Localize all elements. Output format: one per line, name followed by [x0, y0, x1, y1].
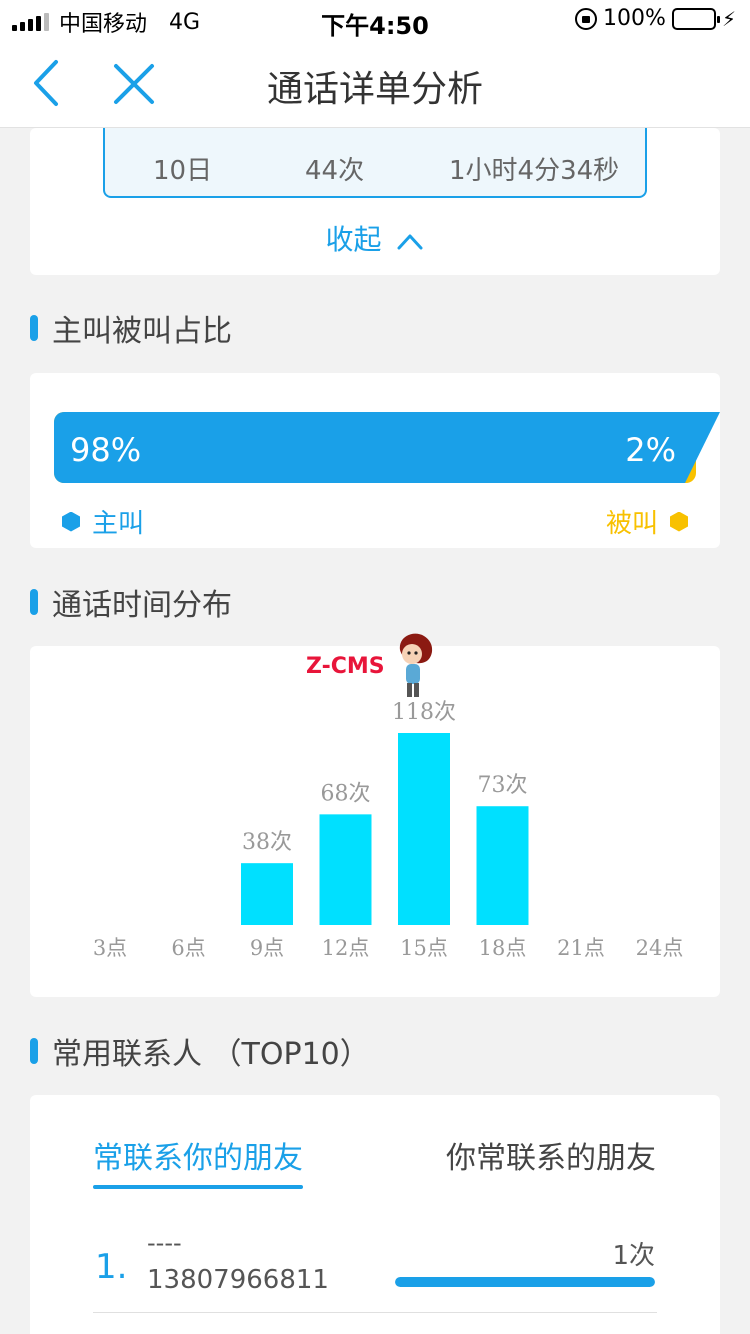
chart-data-label: 38次	[242, 830, 292, 855]
chart-data-label: 68次	[321, 781, 371, 806]
chart-tick-label: 3点	[93, 936, 127, 960]
summary-card: 10日 44次 1小时4分34秒 收起	[30, 128, 720, 275]
ratio-card: 98% 2% 主叫 被叫	[30, 373, 720, 548]
chart-data-label: 73次	[478, 773, 528, 798]
status-bar: 中国移动 4G 下午4:50 100% ⚡	[0, 0, 750, 40]
battery-percent: 100%	[603, 6, 666, 31]
section-marker	[30, 589, 38, 615]
close-icon	[114, 64, 154, 104]
tab-underline	[93, 1185, 303, 1189]
section-marker	[30, 315, 38, 341]
tab-contacts-to-you[interactable]: 常联系你的朋友	[93, 1133, 303, 1189]
section-title-ratio: 主叫被叫占比	[30, 306, 232, 350]
chevron-left-icon	[34, 60, 58, 106]
chevron-up-icon	[397, 234, 423, 250]
close-button[interactable]	[108, 58, 160, 110]
hexagon-icon	[62, 511, 80, 532]
section-title-time: 通话时间分布	[30, 580, 232, 624]
contact-frequency-bar	[395, 1277, 655, 1287]
ratio-bar-caller	[54, 412, 684, 483]
tab-label: 常联系你的朋友	[93, 1141, 303, 1176]
mascot-icon	[399, 633, 433, 697]
watermark-label: Z-CMS	[306, 654, 385, 679]
chart-bar	[398, 733, 450, 925]
status-left: 中国移动 4G	[12, 6, 200, 38]
legend-callee: 被叫	[606, 503, 688, 540]
collapse-label: 收起	[325, 223, 382, 256]
contact-rank: 1.	[95, 1247, 128, 1287]
section-title-text: 通话时间分布	[52, 588, 232, 623]
signal-icon	[12, 13, 49, 31]
chart-tick-label: 9点	[250, 936, 284, 960]
contact-phone: 13807966811	[147, 1265, 329, 1295]
summary-duration: 1小时4分34秒	[449, 156, 620, 186]
carrier-label: 中国移动	[59, 12, 148, 37]
chart-tick-label: 21点	[557, 936, 605, 960]
nav-bar: 通话详单分析	[0, 40, 750, 128]
hexagon-icon	[670, 511, 688, 532]
back-button[interactable]	[28, 58, 78, 108]
legend-callee-label: 被叫	[605, 509, 658, 539]
collapse-button[interactable]: 收起	[30, 218, 720, 258]
contact-count: 1次	[612, 1241, 655, 1271]
contacts-card: 常联系你的朋友 你常联系的朋友 1. ---- 13807966811 1次	[30, 1095, 720, 1334]
summary-days: 10日	[153, 156, 213, 186]
section-marker	[30, 1038, 38, 1064]
page-title: 通话详单分析	[266, 69, 483, 110]
chart-tick-label: 12点	[322, 936, 370, 960]
charging-icon: ⚡	[721, 6, 736, 31]
tab-contacts-from-you[interactable]: 你常联系的朋友	[446, 1133, 656, 1177]
contact-frequency-fill	[395, 1277, 655, 1287]
ratio-bar	[54, 412, 696, 483]
summary-row: 10日 44次 1小时4分34秒	[103, 128, 647, 198]
time-chart-card: 3点 6点 38次 9点 68次 12点 118次 15点 73次 18点 21点 24点 Z-CMS	[30, 633, 720, 997]
chart-data-label: 118次	[392, 700, 456, 725]
chart-tick-label: 6点	[171, 936, 205, 960]
section-title-text: 常用联系人 （TOP10）	[52, 1037, 370, 1072]
summary-count: 44次	[305, 156, 365, 186]
chart-bar	[476, 806, 529, 925]
callee-percent: 2%	[625, 431, 676, 469]
tab-label: 你常联系的朋友	[446, 1141, 656, 1176]
list-item[interactable]: 1. ---- 13807966811 1次	[93, 1229, 657, 1313]
time-distribution-chart: 3点 6点 38次 9点 68次 12点 118次 15点 73次 18点 21点 24点	[93, 700, 684, 960]
section-title-text: 主叫被叫占比	[52, 314, 232, 349]
contact-name: ----	[147, 1229, 182, 1257]
status-time: 下午4:50	[321, 12, 429, 40]
caller-percent: 98%	[70, 431, 142, 469]
legend-caller-label: 主叫	[92, 509, 145, 539]
status-right: 100% ⚡	[575, 6, 736, 31]
chart-bar	[319, 814, 372, 925]
network-label: 4G	[169, 9, 201, 35]
chart-tick-label: 24点	[636, 936, 684, 960]
chart-tick-label: 18点	[479, 936, 527, 960]
rotation-lock-icon	[575, 7, 598, 30]
battery-icon	[671, 7, 720, 30]
chart-bar	[241, 863, 293, 925]
legend-caller: 主叫	[62, 503, 144, 540]
section-title-contacts: 常用联系人 （TOP10）	[30, 1029, 370, 1073]
chart-tick-label: 15点	[400, 936, 448, 960]
